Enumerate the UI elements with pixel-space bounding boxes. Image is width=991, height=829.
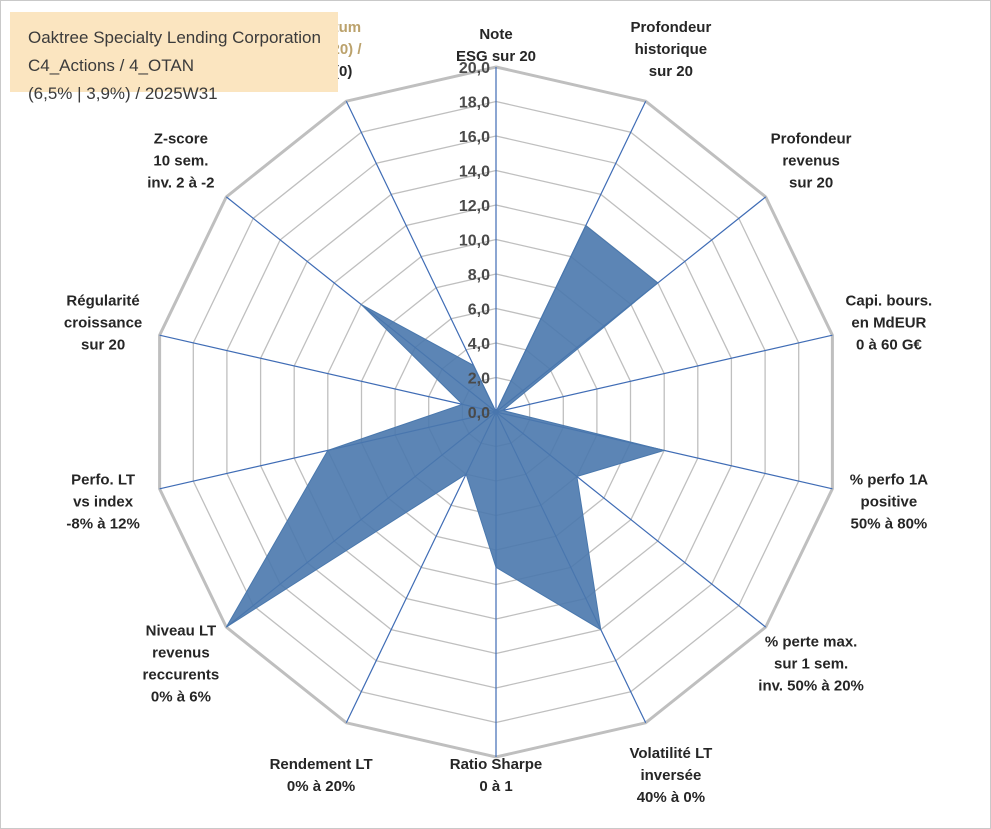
axis-label-line: positive <box>861 494 918 511</box>
axis-label-line: Profondeur <box>771 131 852 148</box>
axis-label: Z-score 10 sem. inv. 2 à -2 <box>147 131 214 192</box>
axis-label-line: 0 à 60 G€ <box>856 336 923 353</box>
axis-label-line: revenus <box>782 153 840 170</box>
axis-label-line: Volatilité LT <box>630 745 713 762</box>
axis-label: Capi. bours. en MdEUR 0 à 60 G€ <box>846 292 933 353</box>
axis-label: Rendement LT 0% à 20% <box>270 756 373 795</box>
tick-label: 12,0 <box>459 198 490 215</box>
axis-label-line: Z-score <box>154 131 208 148</box>
axis-label: Profondeur revenus sur 20 <box>771 131 852 192</box>
axis-label-line: Niveau LT <box>146 622 217 639</box>
axis-label-line: Capi. bours. <box>846 292 933 309</box>
axis-label-line: Régularité <box>66 292 139 309</box>
axis-label: Niveau LT revenus reccurents 0% à 6% <box>143 622 220 705</box>
axis-label: Volatilité LT inversée 40% à 0% <box>630 745 713 806</box>
axis-label-line: sur 20 <box>789 175 833 192</box>
axis-label-line: sur 20 <box>81 336 125 353</box>
tick-label: 20,0 <box>459 60 490 77</box>
tick-label: 4,0 <box>468 336 490 353</box>
axis-label-line: sur 1 sem. <box>774 655 848 672</box>
axis-label: Ratio Sharpe 0 à 1 <box>450 756 543 795</box>
tick-label: 14,0 <box>459 164 490 181</box>
axis-label: Perfo. LT vs index -8% à 12% <box>66 472 139 533</box>
tick-label: 6,0 <box>468 302 490 319</box>
axis-label-line: croissance <box>64 314 142 331</box>
axis-label-line: Profondeur <box>630 19 711 36</box>
axis-label-line: 0% à 20% <box>287 778 355 795</box>
axis-label: % perte max. sur 1 sem. inv. 50% à 20% <box>758 633 864 694</box>
axis-label-line: 10 sem. <box>153 153 208 170</box>
axis-label-line: Rendement LT <box>270 756 373 773</box>
axis-label-line: inversée <box>640 767 701 784</box>
axis-label: Profondeur historique sur 20 <box>630 19 711 80</box>
axis-label-line: vs index <box>73 494 134 511</box>
axis-label-line: sur 20 <box>649 63 693 80</box>
axis-spoke <box>159 334 497 413</box>
radial-tick-labels: 0,0 2,0 4,0 6,0 8,0 10,0 12,0 14,0 16,0 18,0 20,0 <box>459 60 490 422</box>
axis-label-line: historique <box>635 41 708 58</box>
tick-label: 2,0 <box>468 371 490 388</box>
tick-label: 10,0 <box>459 233 490 250</box>
axis-label-line: % perfo 1A <box>850 472 929 489</box>
axis-label-line: -8% à 12% <box>66 516 139 533</box>
axis-spoke <box>345 100 497 413</box>
axis-label: Régularité croissance sur 20 <box>64 292 142 353</box>
chart-title-line-1: Oaktree Specialty Lending Corporation <box>28 28 321 47</box>
tick-label: 0,0 <box>468 405 490 422</box>
chart-title-line-2: C4_Actions / 4_OTAN <box>28 56 194 75</box>
axis-label: Note ESG sur 20 <box>456 26 536 65</box>
tick-label: 16,0 <box>459 129 490 146</box>
axis-label-line: % perte max. <box>765 633 858 650</box>
chart-title-line-3: (6,5% | 3,9%) / 2025W31 <box>28 84 218 103</box>
axis-spoke <box>495 334 833 413</box>
axis-label-line: en MdEUR <box>851 314 926 331</box>
axis-label-line: 50% à 80% <box>851 516 928 533</box>
axis-label-line: revenus <box>152 644 210 661</box>
title-box: Oaktree Specialty Lending Corporation C4… <box>10 12 338 103</box>
tick-label: 18,0 <box>459 95 490 112</box>
axis-label-line: Perfo. LT <box>71 472 135 489</box>
axis-label-line: ESG sur 20 <box>456 48 536 65</box>
axis-label-line: reccurents <box>143 666 220 683</box>
axis-label-line: Ratio Sharpe <box>450 756 543 773</box>
tick-label: 8,0 <box>468 267 490 284</box>
axis-label: % perfo 1A positive 50% à 80% <box>850 472 929 533</box>
axis-labels: Note ESG sur 20 Profondeur historique sur 20… <box>64 19 932 806</box>
axis-label-line: inv. 50% à 20% <box>758 677 864 694</box>
data-polygon <box>225 224 667 631</box>
axis-label-line: 0% à 6% <box>151 688 211 705</box>
axis-label-line: 0 à 1 <box>479 778 512 795</box>
axis-label-line: Note <box>479 26 512 43</box>
axis-label-line: 40% à 0% <box>637 789 705 806</box>
axis-label-line: inv. 2 à -2 <box>147 175 214 192</box>
